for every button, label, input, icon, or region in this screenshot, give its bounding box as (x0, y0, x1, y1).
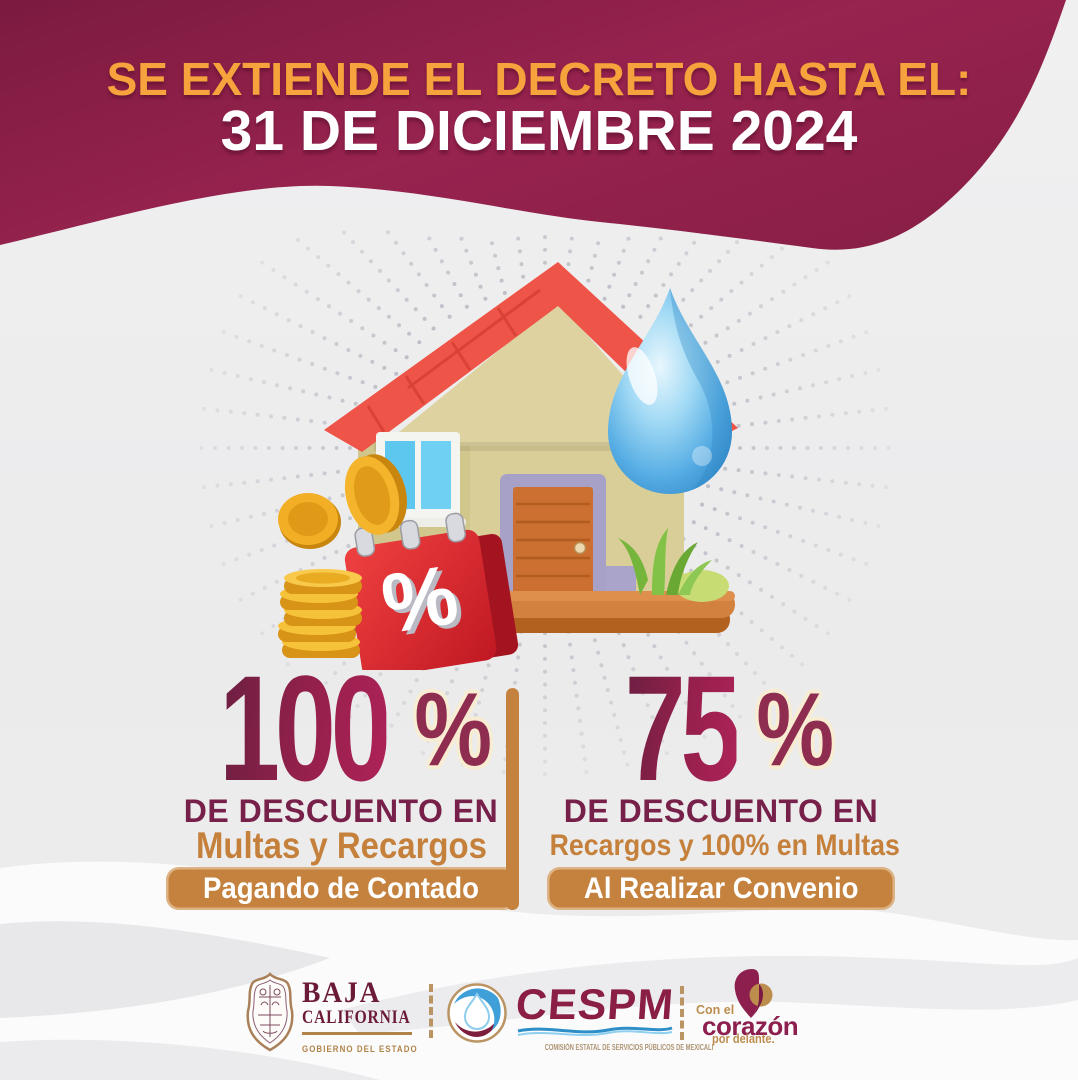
cespm-wave (517, 1026, 673, 1036)
corazon-line3: por delante. (712, 1031, 775, 1046)
cespm-name: CESPM (514, 981, 676, 1029)
cespm-caption: COMISIÓN ESTATAL DE SERVICIOS PÚBLICOS D… (544, 1043, 714, 1052)
offer-left: 100% DE DESCUENTO EN Multas y Recargos P… (151, 644, 531, 910)
offer-right-badge: Al Realizar Convenio (546, 867, 896, 910)
corazon-logo: Con el corazón por delante. (694, 966, 824, 1056)
offer-right-percent: 75% (528, 644, 914, 812)
baja-california-seal (246, 972, 294, 1052)
roof-tile-lines (366, 288, 541, 433)
offer-left-target: Multas y Recargos (195, 825, 487, 866)
cespm-drop-logo (447, 983, 507, 1043)
offer-right-target: Recargos y 100% en Multas (549, 829, 900, 862)
corazon-line2: corazón (702, 1011, 799, 1041)
offer-left-desc: DE DESCUENTO EN (183, 793, 499, 829)
baja-line3: GOBIERNO DEL ESTADO (302, 1043, 418, 1054)
calendar-percent-shadow: % (380, 550, 468, 655)
footer-divider (680, 986, 684, 1040)
door-icon (500, 474, 606, 604)
water-drop-icon (608, 288, 732, 495)
calendar-percent-symbol: % (376, 547, 464, 652)
baja-line2: CALIFORNIA (302, 1007, 411, 1028)
footer-divider (429, 984, 433, 1038)
corazon-line1: Con el (696, 1003, 735, 1017)
offer-left-number: 100 (219, 644, 391, 812)
discount-calendar-icon: % % (344, 512, 519, 670)
header-subtitle: SE EXTIENDE EL DECRETO HASTA EL: (106, 53, 972, 105)
heart-icon (734, 969, 773, 1018)
offer-right-desc: DE DESCUENTO EN (563, 793, 879, 829)
percent-sign: % (756, 672, 835, 788)
baja-california-logotype: BAJA CALIFORNIA GOBIERNO DEL ESTADO (302, 976, 434, 1057)
offer-right-number: 75 (625, 644, 742, 812)
baja-line1: BAJA (302, 976, 382, 1009)
offer-left-badge: Pagando de Contado (166, 867, 516, 910)
promo-illustration: % % (278, 262, 738, 670)
cespm-logotype: CESPM COMISIÓN ESTATAL DE SERVICIOS PÚBL… (512, 981, 713, 1055)
column-divider (506, 688, 519, 910)
offer-left-percent: 100% (151, 644, 531, 812)
offer-right: 75% DE DESCUENTO EN Recargos y 100% en M… (528, 644, 914, 910)
gold-coins-icon (278, 454, 407, 658)
header-banner (0, 0, 1066, 250)
baja-rule (302, 1032, 412, 1035)
header-title: 31 DE DICIEMBRE 2024 (220, 99, 858, 163)
percent-sign: % (414, 672, 493, 788)
grass-icon (618, 528, 729, 602)
